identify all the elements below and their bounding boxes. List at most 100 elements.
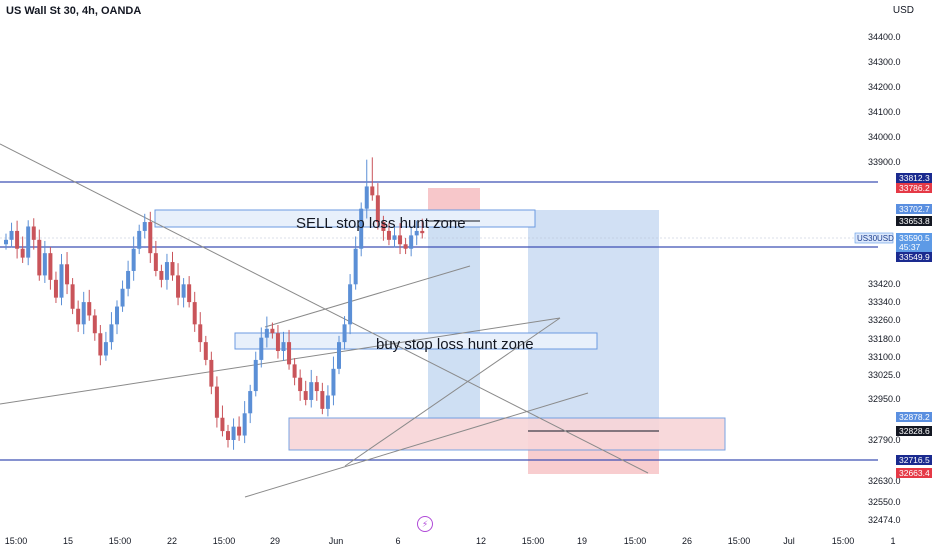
- x-tick-label: 15:00: [832, 536, 855, 546]
- candle-body: [237, 426, 242, 436]
- candle-body: [242, 413, 247, 436]
- price-label-box: [896, 204, 932, 214]
- candle-body: [87, 302, 92, 316]
- price-label-box: [896, 233, 932, 243]
- candle-body: [275, 333, 280, 352]
- x-tick-label: 15: [63, 536, 73, 546]
- candle-body: [314, 382, 319, 392]
- candle-body: [270, 328, 275, 334]
- candle-body: [375, 195, 380, 223]
- x-tick-label: 19: [577, 536, 587, 546]
- short-target-zone: [428, 221, 480, 419]
- price-label: 33786.2: [899, 183, 930, 193]
- price-label: 32878.2: [899, 412, 930, 422]
- trendline: [0, 317, 561, 405]
- candle-body: [226, 431, 230, 440]
- candle-body: [203, 342, 208, 360]
- y-tick-label: 32474.0: [868, 515, 901, 525]
- x-tick-label: 12: [476, 536, 486, 546]
- x-tick-label: 22: [167, 536, 177, 546]
- candle-body: [164, 262, 169, 280]
- price-label: 33702.7: [899, 204, 930, 214]
- candle-body: [15, 230, 20, 249]
- candle-body: [281, 342, 286, 352]
- candle-body: [137, 230, 142, 249]
- candle-body: [120, 288, 125, 307]
- candle-body: [9, 230, 14, 240]
- candle-body: [337, 342, 341, 369]
- candle-body: [48, 253, 53, 280]
- candle-body: [31, 226, 36, 240]
- lightning-icon[interactable]: ⚡: [417, 516, 433, 532]
- candle-body: [386, 230, 391, 240]
- y-tick-label: 34200.0: [868, 82, 901, 92]
- candle-body: [364, 186, 369, 209]
- y-tick-label: 33260.0: [868, 315, 901, 325]
- candle-body: [76, 308, 81, 325]
- candle-body: [220, 417, 225, 432]
- y-tick-label: 32950.0: [868, 394, 901, 404]
- candle-body: [348, 284, 353, 325]
- candle-body: [414, 230, 419, 236]
- candle-body: [53, 279, 58, 298]
- candle-body: [20, 248, 25, 258]
- price-label-box: [896, 216, 932, 226]
- candle-body: [26, 226, 31, 258]
- x-tick-label: 26: [682, 536, 692, 546]
- price-label: 32828.6: [899, 426, 930, 436]
- x-tick-label: 15:00: [624, 536, 647, 546]
- x-tick-label: 15:00: [522, 536, 545, 546]
- price-label-box: [896, 426, 932, 436]
- candle-body: [59, 264, 64, 298]
- candle-body: [192, 302, 197, 325]
- candle-body: [353, 248, 358, 285]
- candle-body: [115, 306, 119, 325]
- candle-body: [320, 391, 325, 409]
- candle-body: [70, 284, 75, 309]
- y-tick-label: 33180.0: [868, 334, 901, 344]
- y-tick-label: 32550.0: [868, 497, 901, 507]
- trendline: [244, 392, 589, 498]
- candle-body: [264, 328, 269, 338]
- y-tick-label: 33420.0: [868, 279, 901, 289]
- candle-body: [176, 275, 181, 298]
- candle-body: [359, 208, 364, 249]
- candle-body: [309, 382, 314, 400]
- y-tick-label: 33100.0: [868, 352, 901, 362]
- x-tick-label: 29: [270, 536, 280, 546]
- x-tick-label: 15:00: [728, 536, 751, 546]
- symbol-tag: US30USD: [857, 234, 894, 243]
- price-label-box: [896, 468, 932, 478]
- price-axis-currency: USD: [892, 5, 914, 16]
- candle-body: [65, 264, 70, 285]
- candle-body: [148, 222, 153, 254]
- candle-body: [398, 235, 403, 245]
- price-label: 32716.5: [899, 455, 930, 465]
- zone-annotation: SELL stop loss hunt zone: [296, 215, 466, 232]
- candle-body: [126, 270, 131, 289]
- candle-body: [342, 324, 347, 343]
- price-label-box: [896, 252, 932, 262]
- demand-zone-box: [288, 417, 726, 451]
- price-label-box: [896, 412, 932, 422]
- candle-body: [231, 426, 236, 440]
- candle-body: [331, 368, 336, 396]
- candle-body: [4, 239, 8, 245]
- symbol-tag-box: [854, 232, 894, 244]
- candle-body: [92, 315, 97, 334]
- price-label-box: [896, 173, 932, 183]
- candle-body: [392, 235, 397, 240]
- x-tick-label: 15:00: [5, 536, 28, 546]
- candle-body: [259, 337, 264, 360]
- y-tick-label: 32630.0: [868, 476, 901, 486]
- candle-body: [37, 239, 42, 276]
- candle-body: [131, 248, 136, 271]
- y-tick-label: 34400.0: [868, 32, 901, 42]
- x-tick-label: Jun: [329, 536, 344, 546]
- candle-body: [420, 230, 425, 234]
- trendline: [0, 143, 649, 474]
- candle-body: [248, 391, 253, 414]
- trendline: [264, 265, 471, 328]
